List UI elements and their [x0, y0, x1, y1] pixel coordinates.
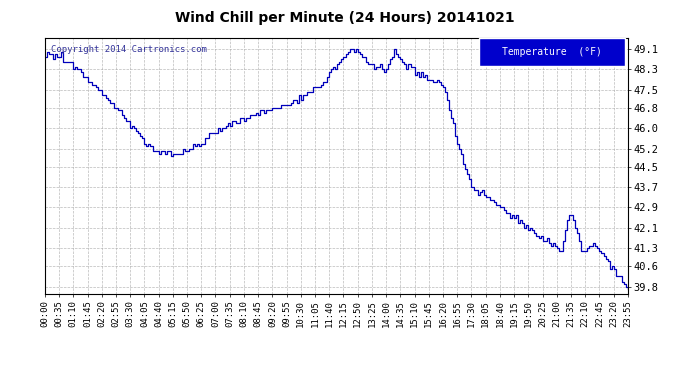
- Text: Copyright 2014 Cartronics.com: Copyright 2014 Cartronics.com: [50, 45, 206, 54]
- FancyBboxPatch shape: [480, 38, 625, 66]
- Text: Wind Chill per Minute (24 Hours) 20141021: Wind Chill per Minute (24 Hours) 2014102…: [175, 11, 515, 25]
- Text: Temperature  (°F): Temperature (°F): [502, 46, 602, 57]
